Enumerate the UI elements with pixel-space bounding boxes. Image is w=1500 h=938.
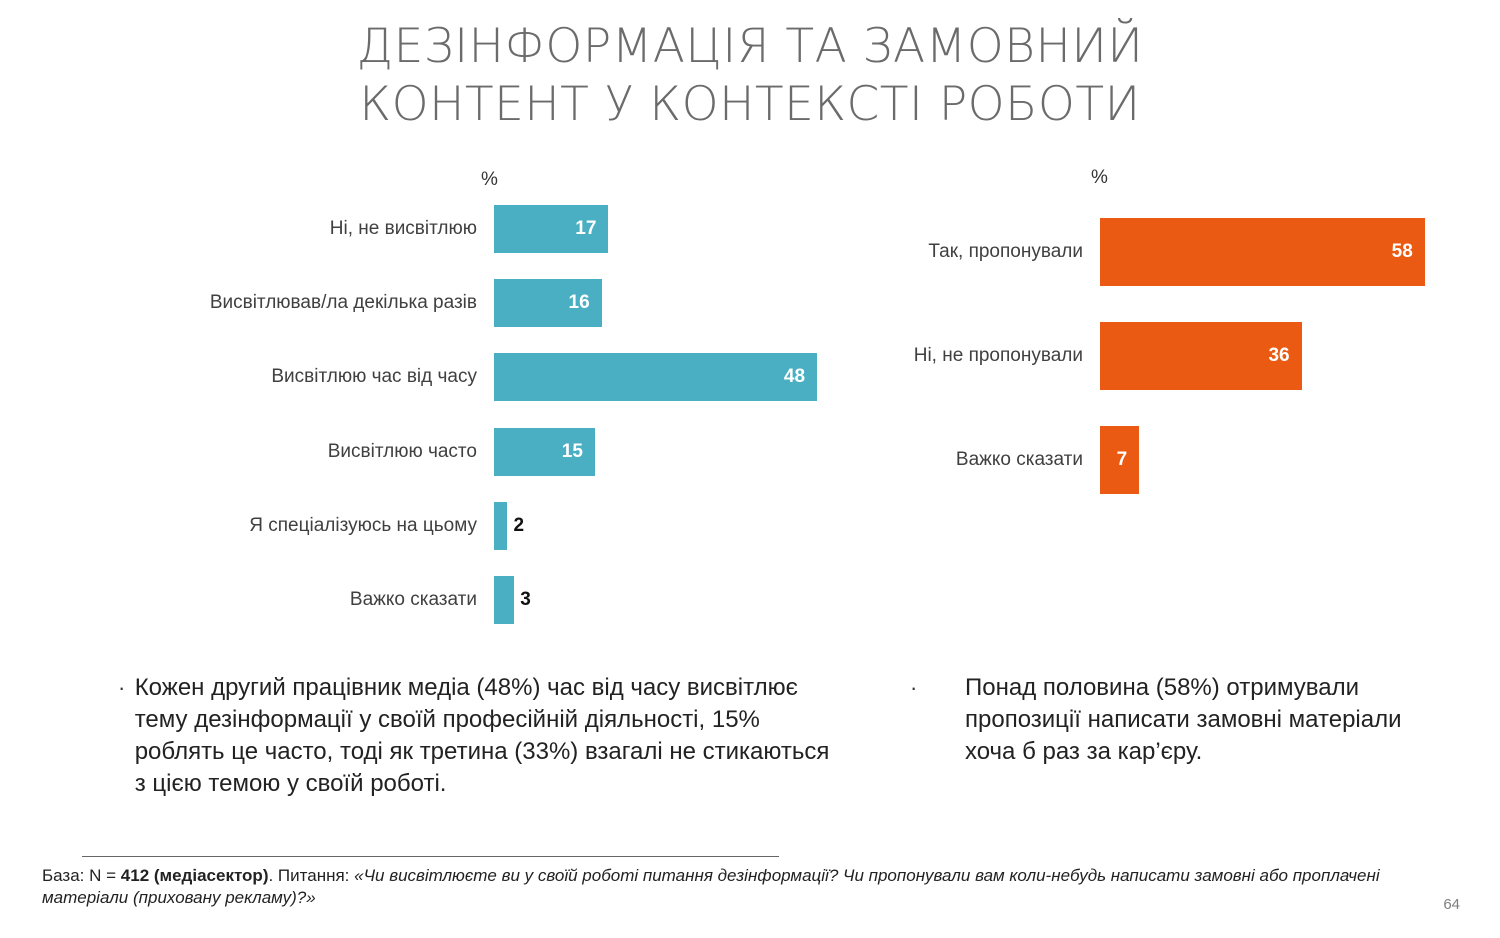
unit-label: % <box>481 169 498 190</box>
bar-value-label: 15 <box>561 440 583 462</box>
page-title: ДЕЗІНФОРМАЦІЯ ТА ЗАМОВНИЙ КОНТЕНТ У КОНТ… <box>0 18 1500 134</box>
bar-value-label: 16 <box>568 292 590 314</box>
category-label: Я спеціалізуюсь на цьому <box>249 514 477 536</box>
bar-value-label: 2 <box>513 514 525 536</box>
bar <box>494 205 609 253</box>
footnote-divider <box>82 856 779 857</box>
footnote-question: «Чи висвітлюєте ви у своїй роботі питанн… <box>42 866 1380 907</box>
category-label: Важко сказати <box>349 589 477 610</box>
bullet-marker: · <box>910 675 918 700</box>
bar <box>1100 218 1425 286</box>
bar <box>1100 322 1302 390</box>
left-insight-text: Кожен другий працівник медіа (48%) час в… <box>134 674 830 797</box>
bar <box>494 576 515 624</box>
bar-value-label: 36 <box>1268 345 1290 366</box>
title-line-2: КОНТЕНТ У КОНТЕКСТІ РОБОТИ <box>359 77 1141 132</box>
category-label: Важко сказати <box>955 449 1083 470</box>
footnote-base: 412 (медіасектор) <box>120 866 269 885</box>
unit-label: % <box>1091 167 1108 188</box>
bar-value-label: 58 <box>1391 241 1413 262</box>
bar <box>494 501 508 550</box>
bar-value-label: 48 <box>783 366 806 388</box>
bar-value-label: 7 <box>1116 449 1128 470</box>
bar <box>1100 426 1140 494</box>
category-label: Висвітлюю час від часу <box>271 366 477 388</box>
footnote-prefix: База: N = <box>42 866 121 885</box>
right-insight: · Понад половина (58%) отримували пропоз… <box>910 672 1410 768</box>
category-label: Висвітлюю часто <box>327 440 477 462</box>
footnote: База: N = 412 (медіасектор). Питання: «Ч… <box>42 865 1452 909</box>
right-insight-text: Понад половина (58%) отримували пропозиц… <box>965 674 1402 765</box>
bar-value-label: 3 <box>520 589 531 610</box>
page-number: 64 <box>1443 896 1460 913</box>
category-label: Висвітлював/ла декілька разів <box>209 292 477 314</box>
category-label: Ні, не висвітлюю <box>329 218 477 239</box>
left-insight: · Кожен другий працівник медіа (48%) час… <box>118 672 838 800</box>
bar-value-label: 17 <box>575 218 597 239</box>
bar <box>494 279 602 328</box>
bar <box>494 427 595 476</box>
bar <box>494 353 818 402</box>
category-label: Так, пропонували <box>928 241 1083 262</box>
footnote-middle: . Питання: <box>268 866 355 885</box>
title-line-1: ДЕЗІНФОРМАЦІЯ ТА ЗАМОВНИЙ <box>356 19 1144 74</box>
bullet-marker: · <box>118 675 126 700</box>
category-label: Ні, не пропонували <box>913 345 1083 366</box>
